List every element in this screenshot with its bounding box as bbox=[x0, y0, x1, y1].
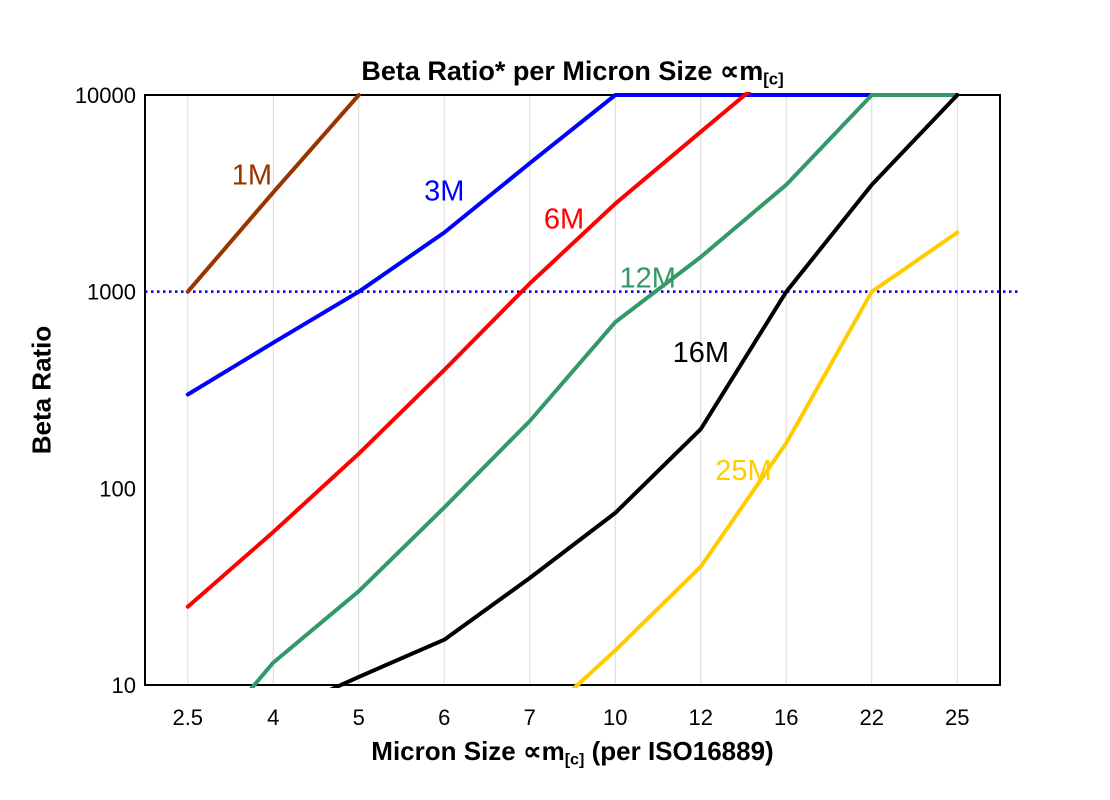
plot-border bbox=[144, 94, 1001, 686]
series-label-16M: 16M bbox=[673, 337, 729, 369]
chart-title-text: Beta Ratio* per Micron Size ∝m bbox=[361, 56, 764, 86]
x-axis-title-text: Micron Size ∝m bbox=[371, 736, 565, 766]
y-tick-label: 1000 bbox=[87, 280, 136, 305]
x-axis-title: Micron Size ∝m[c] (per ISO16889) bbox=[145, 736, 1000, 770]
series-label-3M: 3M bbox=[424, 176, 464, 208]
x-tick-label: 5 bbox=[353, 705, 365, 730]
series-line-6M bbox=[185, 92, 752, 609]
series-label-25M: 25M bbox=[715, 455, 771, 487]
y-axis-title: Beta Ratio bbox=[26, 325, 57, 455]
y-tick-label: 10000 bbox=[75, 83, 136, 108]
x-tick-label: 10 bbox=[603, 705, 627, 730]
x-tick-label: 16 bbox=[774, 705, 798, 730]
y-tick-label: 10 bbox=[112, 673, 136, 698]
series-line-12M bbox=[249, 93, 960, 688]
x-tick-label: 12 bbox=[689, 705, 713, 730]
chart-title: Beta Ratio* per Micron Size ∝m[c] bbox=[145, 56, 1000, 90]
x-axis-title-suffix: (per ISO16889) bbox=[584, 736, 774, 766]
x-tick-label: 2.5 bbox=[172, 705, 203, 730]
x-tick-label: 25 bbox=[945, 705, 969, 730]
x-tick-label: 4 bbox=[267, 705, 279, 730]
series-line-1M bbox=[185, 93, 361, 294]
series-line-3M bbox=[185, 93, 874, 397]
y-tick-label: 100 bbox=[99, 476, 136, 501]
series-label-6M: 6M bbox=[544, 203, 584, 235]
x-axis-title-subscript: [c] bbox=[564, 750, 585, 769]
series-label-1M: 1M bbox=[232, 160, 272, 192]
chart-title-subscript: [c] bbox=[763, 69, 784, 89]
series-label-12M: 12M bbox=[619, 263, 675, 295]
x-tick-label: 6 bbox=[438, 705, 450, 730]
x-tick-label: 7 bbox=[524, 705, 536, 730]
x-tick-label: 22 bbox=[860, 705, 884, 730]
series-line-25M bbox=[571, 230, 960, 688]
series-line-16M bbox=[329, 93, 960, 688]
